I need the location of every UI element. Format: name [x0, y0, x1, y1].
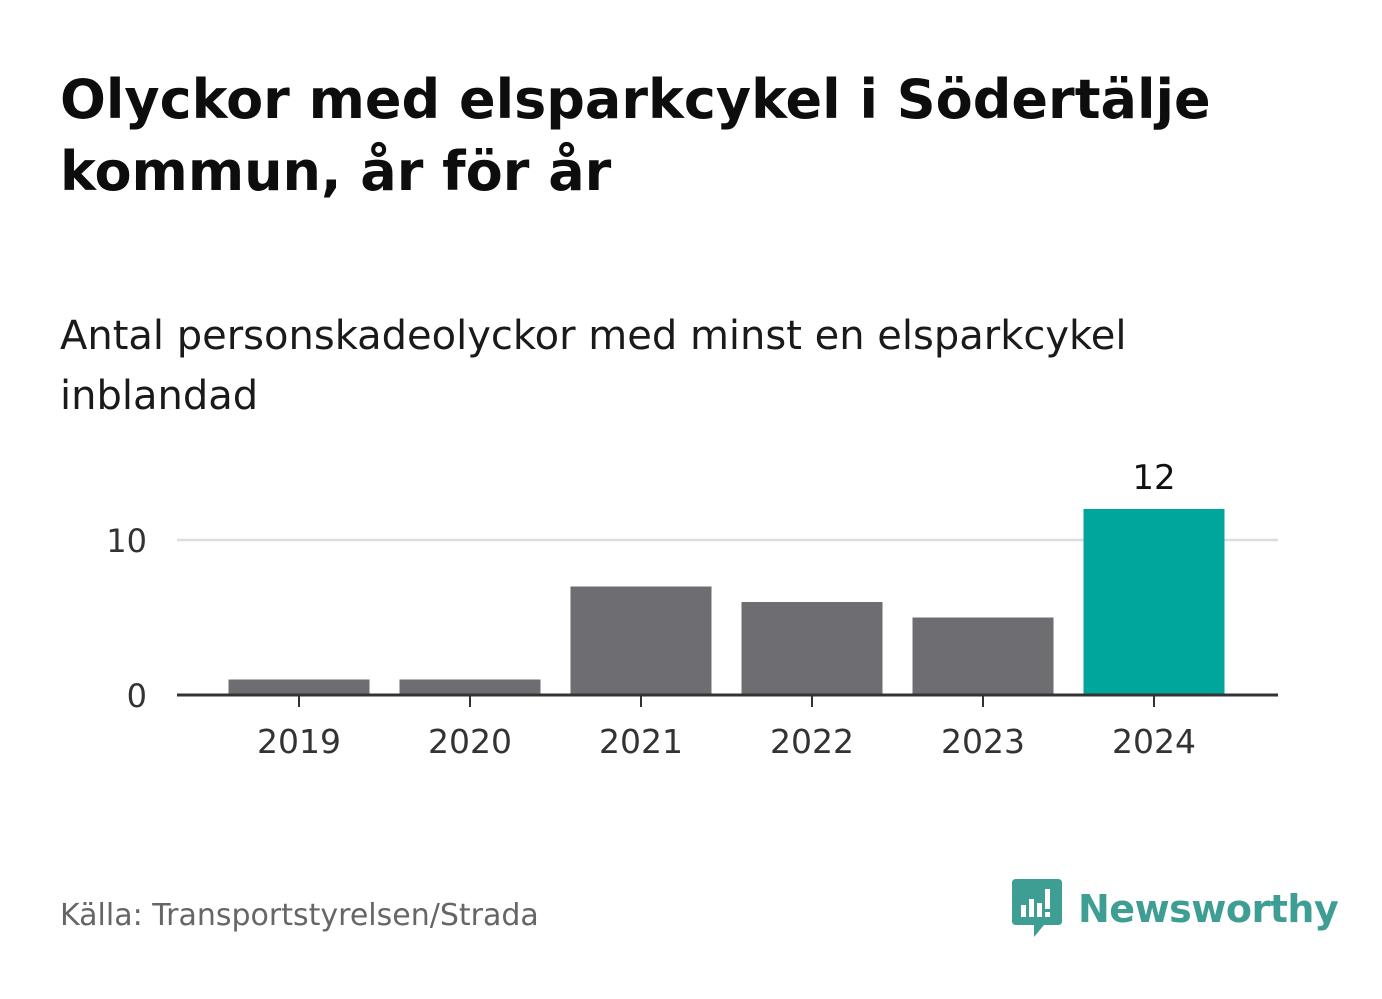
x-tick-label: 2020 [428, 722, 512, 761]
newsworthy-logo-text: Newsworthy [1078, 887, 1339, 931]
labels: 0 10 2019 2020 2021 2022 2023 2024 12 [106, 458, 1196, 761]
x-tick-label: 2024 [1112, 722, 1196, 761]
y-tick-label: 0 [127, 677, 147, 715]
bar-2020 [399, 679, 541, 695]
bars [228, 509, 1225, 695]
source-note: Källa: Transportstyrelsen/Strada [60, 898, 539, 933]
bar-2024 [1083, 509, 1225, 695]
x-tick-label: 2021 [599, 722, 683, 761]
bar-chart: 0 10 2019 2020 2021 2022 2023 2024 12 [106, 458, 1278, 761]
bar-2019 [228, 679, 370, 695]
newsworthy-logo-icon [1012, 879, 1062, 937]
x-tick-label: 2022 [770, 722, 854, 761]
axes [177, 693, 1278, 707]
bar-2021 [570, 586, 712, 695]
x-tick-label: 2023 [941, 722, 1025, 761]
x-tick-label: 2019 [257, 722, 341, 761]
chart-title: Olyckor med elsparkcykel i Södertälje ko… [60, 68, 1211, 203]
bar-2022 [741, 602, 883, 695]
y-tick-label: 10 [106, 522, 147, 560]
newsworthy-logo: Newsworthy [1010, 876, 1339, 942]
data-label-2024: 12 [1132, 458, 1175, 498]
bar-2023 [912, 617, 1054, 695]
chart-subtitle: Antal personskadeolyckor med minst en el… [60, 313, 1127, 419]
